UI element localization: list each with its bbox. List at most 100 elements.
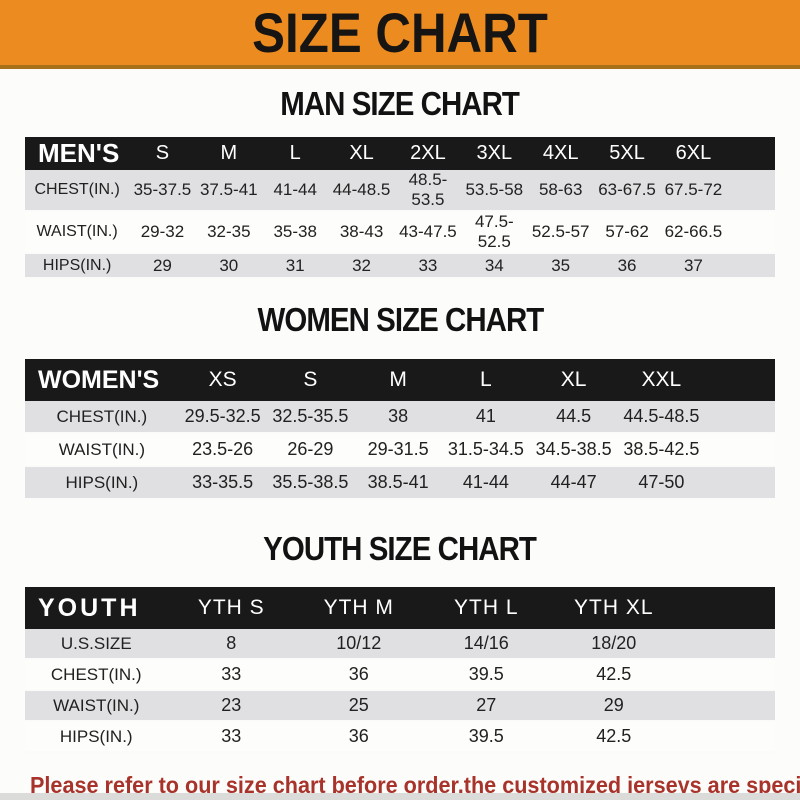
spacer-cell <box>705 434 775 467</box>
youth-size-table: YOUTH YTH S YTH M YTH L YTH XL U.S.SIZE … <box>25 587 775 753</box>
spacer-cell <box>726 212 775 254</box>
table-row: CHEST(IN.) 29.5-32.5 32.5-35.5 38 41 44.… <box>25 401 775 434</box>
table-row: CHEST(IN.) 35-37.5 37.5-41 41-44 44-48.5… <box>25 170 775 212</box>
size-column-header: S <box>266 359 355 401</box>
spacer-cell <box>677 691 775 722</box>
size-value-cell: 27 <box>422 691 550 722</box>
size-value-cell: 8 <box>167 629 295 660</box>
size-value-cell: 41 <box>442 401 530 434</box>
women-table-label: WOMEN'S <box>25 359 179 401</box>
spacer-cell <box>726 254 775 279</box>
section-women: WOMEN SIZE CHART WOMEN'S XS S M L XL XXL <box>0 300 800 500</box>
size-value-cell: 67.5-72 <box>660 170 727 212</box>
size-value-cell: 33-35.5 <box>178 467 267 500</box>
size-value-cell: 42.5 <box>550 660 678 691</box>
size-column-header: 4XL <box>527 137 594 170</box>
size-value-cell: 39.5 <box>422 660 550 691</box>
row-label-cell: WAIST(IN.) <box>25 212 130 254</box>
row-label-cell: HIPS(IN.) <box>25 254 130 279</box>
women-section-heading: WOMEN SIZE CHART <box>257 300 544 339</box>
table-row: U.S.SIZE 8 10/12 14/16 18/20 <box>25 629 775 660</box>
size-value-cell: 32 <box>328 254 395 279</box>
size-value-cell: 48.5-53.5 <box>394 170 462 212</box>
size-value-cell: 29.5-32.5 <box>178 401 267 434</box>
size-value-cell: 14/16 <box>422 629 550 660</box>
row-label-cell: HIPS(IN.) <box>25 722 168 753</box>
men-table-label: MEN'S <box>25 137 130 170</box>
size-column-header: 3XL <box>461 137 528 170</box>
size-column-header: 6XL <box>660 137 727 170</box>
size-value-cell: 29-31.5 <box>354 434 442 467</box>
size-value-cell: 30 <box>195 254 262 279</box>
youth-table-label: YOUTH <box>25 587 168 629</box>
size-value-cell: 44.5-48.5 <box>617 401 706 434</box>
size-column-header: M <box>354 359 442 401</box>
table-row: WAIST(IN.) 23 25 27 29 <box>25 691 775 722</box>
size-value-cell: 38 <box>354 401 442 434</box>
size-column-header: YTH L <box>422 587 550 629</box>
size-column-header: XL <box>328 137 395 170</box>
table-row: WAIST(IN.) 29-32 32-35 35-38 38-43 43-47… <box>25 212 775 254</box>
row-label-cell: HIPS(IN.) <box>25 467 179 500</box>
size-value-cell: 63-67.5 <box>593 170 661 212</box>
table-row: CHEST(IN.) 33 36 39.5 42.5 <box>25 660 775 691</box>
row-label-cell: U.S.SIZE <box>25 629 168 660</box>
size-value-cell: 38-43 <box>328 212 395 254</box>
table-row: HIPS(IN.) 29 30 31 32 33 34 35 36 37 <box>25 254 775 279</box>
size-value-cell: 35 <box>527 254 594 279</box>
size-value-cell: 39.5 <box>422 722 550 753</box>
size-value-cell: 47.5-52.5 <box>461 212 528 254</box>
header-spacer <box>726 137 775 170</box>
row-label-cell: WAIST(IN.) <box>25 691 168 722</box>
size-value-cell: 31 <box>262 254 329 279</box>
header-spacer <box>677 587 775 629</box>
size-value-cell: 44-47 <box>529 467 618 500</box>
size-value-cell: 29 <box>550 691 678 722</box>
size-value-cell: 42.5 <box>550 722 678 753</box>
size-value-cell: 35.5-38.5 <box>266 467 355 500</box>
size-value-cell: 36 <box>295 722 423 753</box>
size-value-cell: 26-29 <box>266 434 355 467</box>
size-value-cell: 57-62 <box>593 212 661 254</box>
size-value-cell: 52.5-57 <box>527 212 594 254</box>
size-column-header: YTH XL <box>550 587 678 629</box>
spacer-cell <box>705 467 775 500</box>
section-youth: YOUTH SIZE CHART YOUTH YTH S YTH M YTH L… <box>0 529 800 753</box>
size-column-header: YTH S <box>167 587 295 629</box>
size-column-header: XXL <box>617 359 706 401</box>
size-value-cell: 34.5-38.5 <box>529 434 618 467</box>
size-column-header: XL <box>529 359 618 401</box>
size-value-cell: 43-47.5 <box>394 212 462 254</box>
size-column-header: XS <box>178 359 267 401</box>
size-column-header: 2XL <box>394 137 462 170</box>
size-value-cell: 31.5-34.5 <box>442 434 530 467</box>
size-value-cell: 37.5-41 <box>195 170 262 212</box>
size-column-header: L <box>442 359 530 401</box>
size-value-cell: 10/12 <box>295 629 423 660</box>
size-value-cell: 33 <box>167 660 295 691</box>
women-header-row: WOMEN'S XS S M L XL XXL <box>25 359 775 401</box>
size-value-cell: 25 <box>295 691 423 722</box>
size-column-header: 5XL <box>593 137 661 170</box>
men-header-row: MEN'S S M L XL 2XL 3XL 4XL 5XL 6XL <box>25 137 775 170</box>
size-value-cell: 62-66.5 <box>660 212 727 254</box>
banner: SIZE CHART <box>0 0 800 69</box>
size-column-header: S <box>129 137 196 170</box>
size-column-header: YTH M <box>295 587 423 629</box>
spacer-cell <box>677 722 775 753</box>
size-value-cell: 23.5-26 <box>178 434 267 467</box>
size-value-cell: 29 <box>129 254 196 279</box>
spacer-cell <box>726 170 775 212</box>
men-section-heading: MAN SIZE CHART <box>280 84 521 123</box>
row-label-cell: CHEST(IN.) <box>25 401 179 434</box>
spacer-cell <box>677 629 775 660</box>
size-value-cell: 37 <box>660 254 727 279</box>
row-label-cell: CHEST(IN.) <box>25 660 168 691</box>
youth-section-heading: YOUTH SIZE CHART <box>263 529 538 568</box>
bottom-edge-strip <box>0 793 800 800</box>
size-value-cell: 32-35 <box>195 212 262 254</box>
size-value-cell: 18/20 <box>550 629 678 660</box>
size-value-cell: 36 <box>593 254 661 279</box>
row-label-cell: CHEST(IN.) <box>25 170 130 212</box>
